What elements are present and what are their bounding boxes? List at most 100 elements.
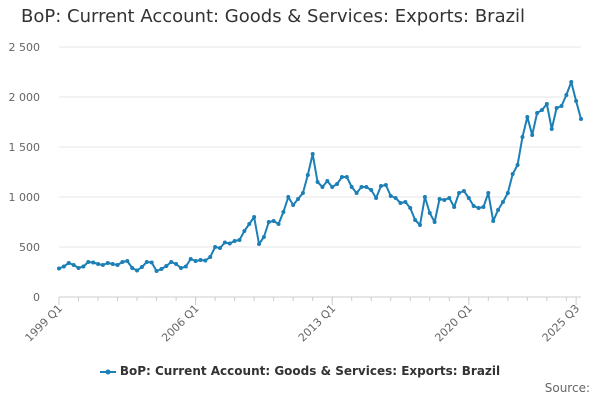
data-point <box>574 99 579 103</box>
data-point <box>393 196 398 200</box>
data-point <box>403 200 408 204</box>
data-point <box>427 211 432 215</box>
data-point <box>61 264 66 269</box>
data-point <box>257 242 262 246</box>
data-point <box>193 259 198 263</box>
data-point <box>76 266 81 270</box>
chart-title: BoP: Current Account: Goods & Services: … <box>21 6 526 27</box>
source-label[interactable]: Source: <box>544 381 590 395</box>
data-point <box>81 264 86 269</box>
data-point <box>183 264 188 269</box>
data-point <box>71 263 76 267</box>
data-point <box>271 219 276 223</box>
series-group <box>57 80 583 273</box>
data-point <box>539 108 544 112</box>
data-point <box>252 215 257 219</box>
data-point <box>481 205 486 209</box>
data-point <box>491 219 496 223</box>
data-point <box>159 267 164 271</box>
data-point <box>242 229 247 233</box>
x-tick-label: 2025 Q3 <box>540 302 583 345</box>
data-point <box>437 197 442 201</box>
data-point <box>222 240 227 245</box>
data-point <box>135 268 140 273</box>
data-point <box>447 196 452 200</box>
data-point <box>120 260 125 264</box>
data-point <box>247 222 252 226</box>
data-point <box>383 183 388 187</box>
data-point <box>174 262 179 266</box>
data-point <box>486 191 491 195</box>
data-point <box>374 196 379 200</box>
data-point <box>125 259 130 263</box>
data-point <box>339 175 344 179</box>
data-point <box>169 260 174 264</box>
data-point <box>300 191 305 195</box>
data-point <box>422 195 427 199</box>
data-point <box>378 184 383 188</box>
y-tick-label: 1 000 <box>9 191 41 204</box>
data-point <box>564 93 569 97</box>
data-point <box>198 258 203 262</box>
data-point <box>354 191 359 195</box>
data-point <box>188 257 193 261</box>
x-tick-label: 1999 Q1 <box>23 302 66 345</box>
data-point <box>364 185 369 189</box>
data-point <box>559 104 564 108</box>
data-point <box>530 133 535 137</box>
legend[interactable]: BoP: Current Account: Goods & Services: … <box>0 364 600 378</box>
data-point <box>359 185 364 189</box>
data-point <box>432 220 437 224</box>
data-point <box>471 204 476 208</box>
x-tick-label: 2006 Q1 <box>159 302 202 345</box>
data-point <box>115 263 120 267</box>
data-point <box>91 260 96 265</box>
data-point <box>130 266 135 270</box>
data-point <box>442 198 447 202</box>
data-point <box>110 262 115 266</box>
data-point <box>466 196 471 200</box>
data-point <box>164 264 169 268</box>
data-point <box>335 182 340 186</box>
data-point <box>505 191 510 195</box>
data-point <box>266 220 271 224</box>
x-tick-label: 2013 Q1 <box>296 302 339 345</box>
data-point <box>86 260 91 264</box>
data-point <box>525 115 530 119</box>
data-point <box>100 263 105 267</box>
data-point <box>544 102 549 106</box>
data-point <box>510 172 515 176</box>
y-tick-label: 500 <box>19 241 40 254</box>
data-point <box>515 163 520 167</box>
data-point <box>344 175 349 179</box>
data-point <box>388 194 393 198</box>
legend-marker <box>99 369 116 374</box>
data-point <box>310 152 315 156</box>
data-point <box>305 173 310 177</box>
data-point <box>149 260 154 265</box>
data-point <box>154 269 159 273</box>
data-point <box>66 261 71 265</box>
data-point <box>418 223 423 227</box>
data-point <box>330 185 335 189</box>
data-point <box>203 258 208 263</box>
data-point <box>457 191 462 195</box>
data-point <box>413 218 418 222</box>
data-point <box>496 208 501 212</box>
data-point <box>276 222 281 226</box>
legend-label: BoP: Current Account: Goods & Services: … <box>119 364 501 378</box>
data-point <box>139 265 144 269</box>
y-tick-label: 2 000 <box>9 91 41 104</box>
data-point <box>105 261 110 265</box>
data-point <box>320 185 325 189</box>
data-point <box>232 239 237 243</box>
data-point <box>217 246 222 250</box>
data-point <box>535 111 540 115</box>
data-point <box>579 117 583 121</box>
series-line <box>58 81 582 272</box>
data-point <box>144 260 149 264</box>
data-point <box>178 266 183 270</box>
data-point <box>227 241 232 246</box>
data-point <box>261 235 266 239</box>
